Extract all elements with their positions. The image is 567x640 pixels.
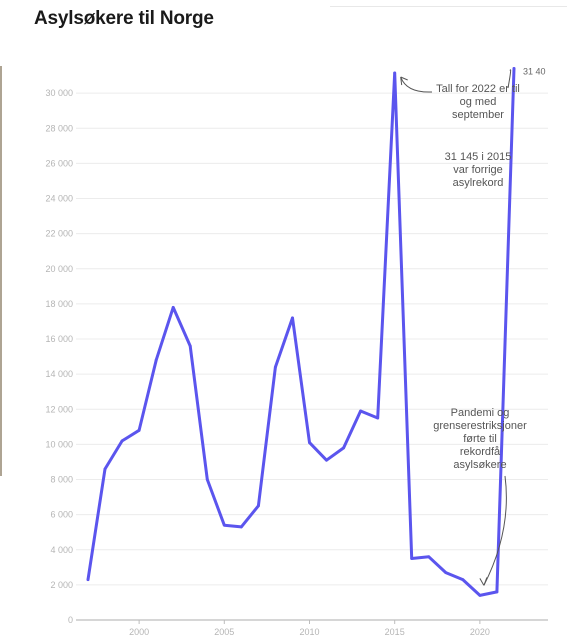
data-point bbox=[393, 71, 397, 75]
y-tick-label: 16 000 bbox=[45, 334, 73, 344]
y-tick-label: 22 000 bbox=[45, 229, 73, 239]
data-point bbox=[427, 555, 431, 559]
y-tick-label: 20 000 bbox=[45, 264, 73, 274]
annotation-line: førte til bbox=[463, 433, 497, 445]
annotation-line: var forrige bbox=[453, 164, 503, 176]
data-point bbox=[461, 578, 465, 582]
left-edge-strip bbox=[0, 66, 2, 476]
data-point bbox=[495, 590, 499, 594]
y-tick-label: 28 000 bbox=[45, 123, 73, 133]
arrowhead bbox=[400, 76, 408, 86]
annotation-line: Tall for 2022 er til bbox=[436, 83, 520, 95]
x-tick-label: 2000 bbox=[129, 627, 149, 637]
data-point bbox=[342, 446, 345, 450]
data-point bbox=[359, 409, 363, 413]
end-value-label: 31 40 bbox=[523, 67, 546, 77]
data-point bbox=[154, 358, 158, 362]
x-tick-label: 2015 bbox=[385, 627, 405, 637]
data-point bbox=[325, 458, 328, 462]
y-tick-label: 4 000 bbox=[50, 545, 73, 555]
chart-title: Asylsøkere til Norge bbox=[34, 8, 214, 29]
annotation-arrow bbox=[400, 76, 433, 93]
data-point bbox=[256, 504, 260, 508]
y-tick-label: 12 000 bbox=[45, 404, 73, 414]
annotation-line: asylrekord bbox=[453, 177, 504, 189]
x-tick-label: 2020 bbox=[470, 627, 490, 637]
data-point bbox=[171, 305, 175, 309]
y-tick-label: 10 000 bbox=[45, 439, 73, 449]
data-point bbox=[291, 316, 294, 320]
data-point bbox=[274, 365, 277, 369]
y-tick-label: 18 000 bbox=[45, 299, 73, 309]
x-tick-label: 2005 bbox=[214, 627, 234, 637]
y-tick-label: 2 000 bbox=[50, 580, 73, 590]
annotation-line: og med bbox=[460, 96, 497, 108]
series-line bbox=[86, 67, 516, 597]
data-point bbox=[222, 523, 226, 527]
data-point bbox=[120, 439, 124, 443]
y-tick-label: 8 000 bbox=[50, 475, 73, 485]
data-point bbox=[478, 594, 482, 597]
data-point bbox=[239, 525, 243, 529]
data-point bbox=[86, 578, 90, 582]
y-tick-label: 0 bbox=[68, 615, 73, 625]
y-tick-label: 24 000 bbox=[45, 194, 73, 204]
data-point bbox=[512, 67, 516, 70]
annotation-line: 31 145 i 2015 bbox=[445, 151, 512, 163]
annotation-line: september bbox=[452, 109, 504, 121]
data-point bbox=[444, 571, 448, 574]
y-tick-label: 26 000 bbox=[45, 158, 73, 168]
y-tick-label: 14 000 bbox=[45, 369, 73, 379]
x-tick-label: 2010 bbox=[299, 627, 319, 637]
data-point bbox=[376, 416, 380, 420]
annotation-line: asylsøkere bbox=[453, 459, 506, 471]
data-point bbox=[308, 441, 311, 445]
data-point bbox=[410, 557, 414, 560]
data-point bbox=[103, 467, 107, 471]
data-point bbox=[205, 478, 209, 481]
annotation-line: grenserestriksjoner bbox=[433, 420, 527, 432]
data-point bbox=[137, 428, 141, 432]
annotation-line: Pandemi og bbox=[451, 407, 510, 419]
annotation-arrow bbox=[507, 69, 512, 89]
annotation-line: rekordfå bbox=[460, 446, 501, 458]
y-tick-label: 30 000 bbox=[45, 88, 73, 98]
data-point bbox=[188, 344, 192, 348]
y-tick-label: 6 000 bbox=[50, 510, 73, 520]
arrowhead bbox=[479, 577, 488, 586]
annotation-arrow bbox=[483, 475, 507, 586]
top-divider bbox=[330, 6, 567, 7]
